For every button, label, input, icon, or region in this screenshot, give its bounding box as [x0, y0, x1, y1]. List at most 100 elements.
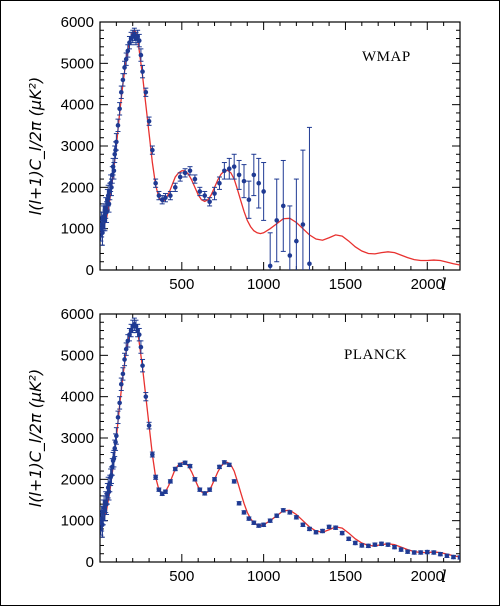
- data-point: [167, 190, 173, 201]
- data-marker: [280, 203, 286, 209]
- data-point: [113, 133, 119, 151]
- data-marker: [122, 65, 127, 70]
- data-marker: [231, 164, 237, 169]
- data-marker: [112, 151, 118, 157]
- data-marker: [241, 510, 247, 515]
- data-point: [251, 520, 257, 526]
- data-marker: [222, 168, 227, 174]
- data-point: [140, 358, 146, 373]
- data-marker: [287, 253, 293, 258]
- data-point: [385, 542, 391, 547]
- data-point: [346, 536, 352, 542]
- data-point: [267, 232, 273, 270]
- data-point: [216, 176, 222, 190]
- data-marker: [177, 174, 183, 180]
- data-point: [378, 541, 384, 547]
- data-point: [212, 186, 218, 201]
- data-point: [221, 162, 227, 180]
- data-marker: [236, 172, 242, 178]
- data-point: [177, 462, 183, 468]
- data-marker: [217, 180, 222, 186]
- x-tick-label: 1500: [329, 568, 362, 585]
- data-marker: [261, 522, 266, 528]
- data-marker: [182, 170, 188, 176]
- data-point: [125, 44, 131, 58]
- panel-planck: 500 1000 1500 2000 0 1000 2000 3000 4000 5000 6000…: [26, 306, 461, 587]
- y-tick-label: 2000: [61, 471, 94, 488]
- y-tick-label: 0: [86, 262, 94, 279]
- data-point: [431, 550, 437, 555]
- model-curve: [100, 29, 460, 266]
- data-point: [418, 550, 424, 555]
- data-marker: [153, 180, 158, 186]
- data-point: [197, 487, 203, 492]
- data-marker: [294, 515, 299, 520]
- data-marker: [246, 516, 252, 521]
- data-marker: [120, 77, 126, 83]
- data-point: [226, 157, 232, 180]
- y-tick-label: 1000: [61, 221, 94, 238]
- data-marker: [411, 550, 417, 555]
- data-point: [246, 516, 252, 521]
- data-point: [293, 178, 299, 270]
- data-marker: [424, 549, 430, 555]
- data-point: [306, 526, 312, 532]
- data-point: [241, 164, 247, 199]
- data-marker: [156, 487, 162, 492]
- data-point: [177, 172, 183, 182]
- data-point: [153, 474, 159, 480]
- data-point: [457, 555, 460, 560]
- data-marker: [106, 201, 112, 207]
- data-point: [437, 551, 443, 557]
- data-marker: [274, 513, 280, 519]
- y-tick-label: 4000: [61, 97, 94, 114]
- x-tick-label: 1000: [247, 276, 280, 293]
- data-point: [256, 523, 262, 528]
- data-marker: [333, 525, 338, 530]
- data-marker: [122, 357, 127, 362]
- panel-title: WMAP: [362, 49, 411, 65]
- data-point: [207, 487, 213, 492]
- data-marker: [140, 69, 145, 74]
- data-point: [359, 543, 365, 548]
- data-point: [339, 530, 345, 536]
- data-marker: [207, 487, 212, 492]
- data-marker: [143, 89, 149, 95]
- data-point: [192, 174, 198, 184]
- data-marker: [197, 487, 203, 492]
- data-point: [236, 159, 242, 190]
- data-point: [251, 153, 257, 197]
- data-marker: [150, 147, 155, 153]
- data-marker: [251, 172, 257, 178]
- data-point: [149, 145, 155, 155]
- data-marker: [217, 464, 222, 470]
- data-marker: [398, 547, 404, 552]
- data-point: [108, 178, 114, 197]
- data-marker: [451, 554, 456, 560]
- data-point: [172, 182, 178, 192]
- data-point: [274, 178, 280, 263]
- data-marker: [267, 263, 273, 269]
- data-marker: [280, 508, 286, 513]
- data-point: [352, 540, 358, 546]
- data-point: [320, 528, 326, 534]
- data-marker: [320, 528, 325, 534]
- data-point: [261, 162, 267, 221]
- data-point: [123, 342, 129, 356]
- data-marker: [212, 191, 217, 196]
- data-marker: [274, 218, 280, 223]
- data-marker: [146, 423, 152, 428]
- data-point: [149, 451, 155, 458]
- data-point: [140, 64, 146, 79]
- data-marker: [261, 189, 266, 194]
- data-marker: [136, 332, 142, 337]
- data-point: [115, 410, 121, 425]
- data-point: [287, 510, 293, 515]
- data-marker: [326, 524, 332, 530]
- data-marker: [207, 199, 212, 205]
- data-marker: [150, 452, 155, 457]
- data-marker: [172, 185, 178, 190]
- data-marker: [444, 553, 450, 559]
- data-point: [162, 489, 168, 495]
